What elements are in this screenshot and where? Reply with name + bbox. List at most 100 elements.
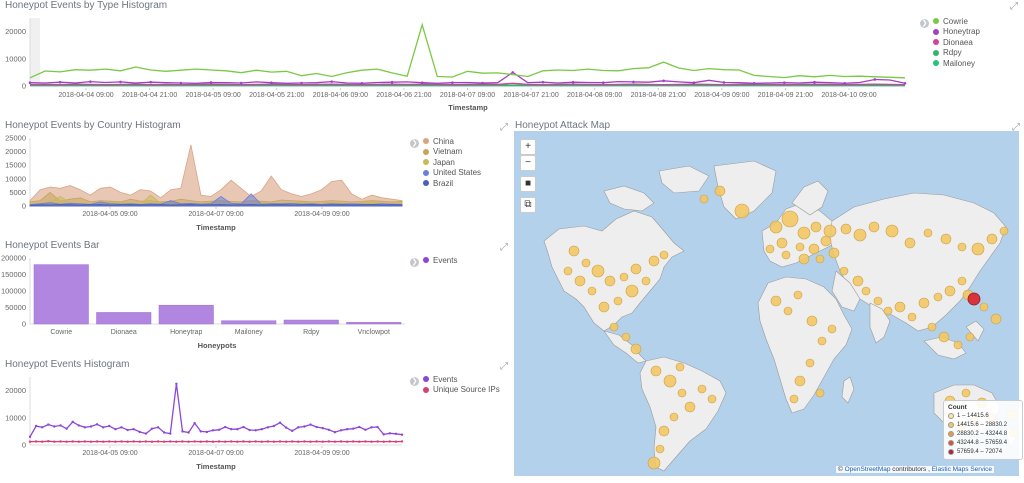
expand-icon[interactable]: ⤢ [500, 242, 508, 253]
map-bubble [933, 292, 943, 302]
data-point [169, 432, 172, 435]
data-point [162, 431, 166, 434]
data-point [187, 440, 190, 443]
map-bubble [918, 297, 930, 309]
attack-map[interactable] [514, 131, 1019, 476]
expand-icon[interactable]: ⤢ [500, 122, 508, 133]
data-point [843, 81, 846, 85]
legend-dot-icon [933, 18, 939, 25]
legend-item[interactable]: Events [423, 374, 500, 385]
map-bubble [707, 394, 717, 404]
map-bubble [794, 375, 806, 387]
map-bubble [971, 242, 985, 256]
data-point [28, 440, 32, 443]
data-point [59, 440, 62, 443]
y-tick-label: 100000 [1, 287, 26, 296]
expand-icon[interactable]: ⤢ [1012, 122, 1020, 133]
legend-item[interactable]: Mailoney [933, 58, 980, 69]
legend-item[interactable]: Brazil [423, 178, 481, 189]
expand-icon[interactable]: ⤢ [1010, 1, 1018, 12]
legend-toggle-icon[interactable]: ❯ [410, 377, 419, 386]
legend-item[interactable]: China [423, 136, 481, 147]
data-point [149, 80, 152, 84]
legend-toggle-icon[interactable]: ❯ [410, 258, 419, 267]
data-point [120, 440, 123, 443]
data-point [309, 440, 312, 443]
legend-item[interactable]: Japan [423, 157, 481, 168]
map-bubble-hot [967, 292, 981, 306]
map-bubble [765, 244, 775, 254]
x-tick-label: 2018-04-04 09:00 [58, 92, 113, 99]
data-point [120, 426, 123, 429]
legend-item[interactable]: Dionaea [933, 37, 980, 48]
legend-toggle-icon[interactable]: ❯ [920, 19, 929, 28]
data-point [211, 429, 215, 432]
zoom-out-button[interactable]: − [520, 155, 536, 171]
data-point [95, 440, 99, 443]
legend-item[interactable]: Cowrie [933, 16, 980, 27]
map-bubble [797, 226, 811, 240]
legend-item[interactable]: Rdpy [933, 48, 980, 59]
data-point [59, 424, 62, 427]
x-tick-label: 2018-04-08 09:00 [567, 92, 622, 99]
events-histogram-legend: Events Unique Source IPs [423, 374, 500, 395]
legend-label: United States [433, 168, 482, 178]
map-legend-row: 57659.4 – 72074 [948, 447, 1018, 456]
data-point [315, 425, 318, 429]
legend-item[interactable]: Honeytrap [933, 27, 980, 38]
legend-item[interactable]: Unique Source IPs [423, 385, 500, 396]
map-bubble [647, 456, 661, 470]
legend-item[interactable]: United States [423, 168, 481, 179]
ems-link[interactable]: Elastic Maps Service [931, 466, 993, 473]
data-point [327, 428, 331, 431]
data-point [83, 440, 87, 443]
map-count-legend: Count 1 – 14415.6 14415.6 – 28830.2 28830.… [943, 400, 1023, 460]
south-america-landmass [639, 356, 727, 472]
map-bubble [699, 194, 709, 204]
data-point [236, 440, 239, 443]
osm-link[interactable]: OpenStreetMap [844, 466, 891, 473]
data-point [297, 440, 300, 443]
data-point [119, 80, 122, 84]
map-bubble [861, 286, 871, 296]
legend-item[interactable]: Events [423, 255, 457, 266]
zoom-in-button[interactable]: + [520, 139, 536, 155]
crop-bounds-button[interactable]: ⧉ [520, 197, 536, 213]
data-point [217, 428, 221, 431]
map-bubble [781, 210, 799, 228]
data-point [126, 428, 129, 432]
series-area [29, 203, 403, 207]
expand-icon[interactable]: ⤢ [500, 361, 508, 372]
x-tick-label: 2018-04-04 21:00 [122, 92, 177, 99]
y-tick-label: 20000 [5, 386, 26, 395]
data-point [248, 428, 251, 432]
draw-shape-button[interactable]: ■ [520, 176, 536, 192]
x-axis-title: Timestamp [196, 223, 236, 232]
data-point [223, 425, 227, 429]
map-bubble [598, 301, 610, 313]
data-point [156, 426, 160, 429]
x-axis-title: Timestamp [196, 462, 236, 471]
x-tick-label: 2018-04-05 21:00 [249, 92, 304, 99]
data-point [114, 440, 117, 443]
data-point [34, 424, 38, 428]
data-point [272, 440, 276, 443]
data-point [150, 440, 154, 443]
map-bubbles [563, 185, 1019, 470]
data-point [266, 440, 270, 443]
map-bubble [817, 336, 827, 346]
data-point [193, 422, 196, 425]
map-bubble [677, 388, 687, 398]
legend-toggle-icon[interactable]: ❯ [410, 139, 419, 148]
data-point [254, 429, 257, 432]
legend-item[interactable]: Vietnam [423, 147, 481, 158]
data-point [156, 440, 160, 443]
attack-map-panel: Honeypot Attack Map ⤢ [512, 120, 1024, 477]
y-tick-label: 200000 [1, 254, 26, 263]
data-point [662, 79, 665, 83]
data-point [28, 435, 32, 439]
bar [158, 304, 214, 325]
map-bubble [823, 224, 837, 238]
data-point [254, 440, 257, 443]
data-point [175, 382, 178, 385]
